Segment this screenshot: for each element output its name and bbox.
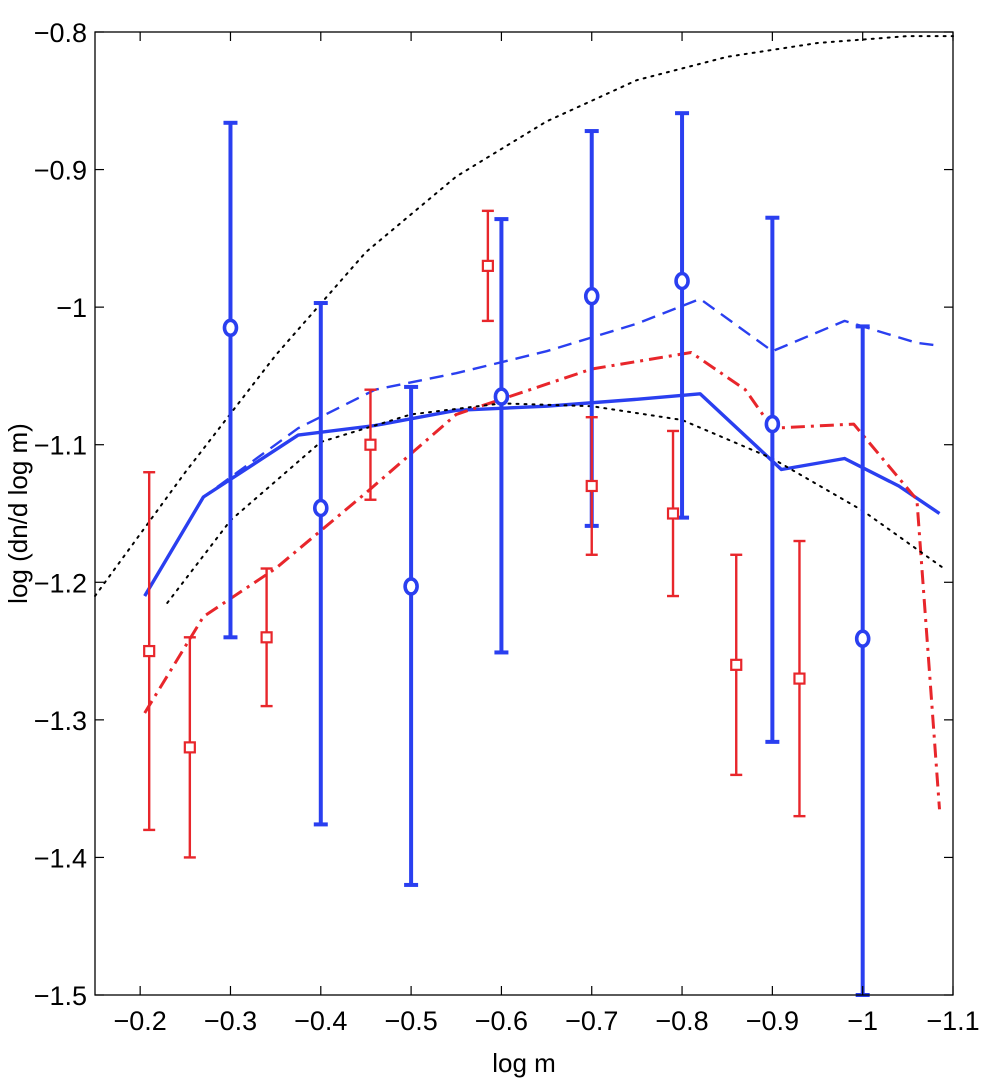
circle-marker bbox=[583, 286, 600, 306]
red-squares-point bbox=[364, 388, 377, 501]
x-tick-label: −0.9 bbox=[746, 1006, 799, 1036]
x-tick-label: −0.2 bbox=[114, 1006, 167, 1036]
axes-layer: −0.2 −0.3 −0.4 −0.5 −0.6 −0.7 −0.8 −0.9 −1 −1.1 −1… bbox=[34, 18, 980, 1036]
circle-marker bbox=[403, 577, 419, 596]
x-tick-label: −0.4 bbox=[294, 1006, 347, 1036]
y-tick-label: −1 bbox=[56, 293, 87, 323]
square-marker bbox=[585, 479, 598, 493]
blue-circles-point bbox=[674, 111, 690, 520]
square-marker bbox=[666, 507, 680, 520]
square-marker bbox=[793, 672, 806, 685]
series-layer bbox=[94, 35, 954, 997]
blue-circles-point bbox=[403, 384, 419, 887]
square-marker bbox=[364, 438, 377, 451]
red-squares-point bbox=[183, 636, 196, 859]
red-squares-point bbox=[481, 209, 494, 323]
y-tick-label: −1.5 bbox=[34, 981, 87, 1011]
x-tick-label: −1 bbox=[847, 1006, 878, 1036]
red-squares-point bbox=[666, 429, 680, 598]
y-tick-label: −1.3 bbox=[34, 706, 87, 736]
x-tick-label: −1.1 bbox=[926, 1006, 979, 1036]
square-marker bbox=[730, 658, 743, 671]
blue-circles-point bbox=[493, 217, 510, 655]
red-squares-point bbox=[143, 471, 156, 832]
x-tick-label: −0.7 bbox=[565, 1006, 618, 1036]
circle-marker bbox=[222, 318, 239, 338]
plot-frame bbox=[94, 31, 954, 996]
red-squares-point bbox=[260, 567, 273, 708]
x-axis-label: log m bbox=[492, 1048, 556, 1078]
y-tick-label: −0.8 bbox=[34, 18, 87, 48]
y-tick-label: −1.1 bbox=[34, 431, 87, 461]
blue-circles-point bbox=[222, 120, 239, 640]
series-line-black-dotted-upper bbox=[94, 35, 954, 597]
circle-marker bbox=[312, 498, 329, 518]
red-squares-point bbox=[730, 553, 743, 777]
red-squares-point bbox=[585, 416, 598, 556]
x-tick-label: −0.8 bbox=[655, 1006, 708, 1036]
blue-circles-point bbox=[764, 215, 781, 744]
circle-marker bbox=[764, 414, 781, 434]
blue-circles-point bbox=[312, 301, 329, 827]
x-tick-label: −0.3 bbox=[204, 1006, 257, 1036]
x-tick-label: −0.6 bbox=[475, 1006, 528, 1036]
square-marker bbox=[183, 741, 196, 754]
circle-marker bbox=[854, 629, 871, 648]
square-marker bbox=[481, 259, 494, 272]
y-axis-label: log (dn/d log m) bbox=[3, 423, 33, 604]
square-marker bbox=[143, 644, 156, 658]
y-tick-label: −0.9 bbox=[34, 156, 87, 186]
y-tick-label: −1.2 bbox=[34, 568, 87, 598]
circle-marker bbox=[493, 387, 510, 406]
y-tick-label: −1.4 bbox=[34, 843, 87, 873]
square-marker bbox=[260, 631, 273, 644]
red-squares-point bbox=[793, 539, 806, 818]
circle-marker bbox=[674, 271, 690, 291]
x-tick-label: −0.5 bbox=[384, 1006, 437, 1036]
